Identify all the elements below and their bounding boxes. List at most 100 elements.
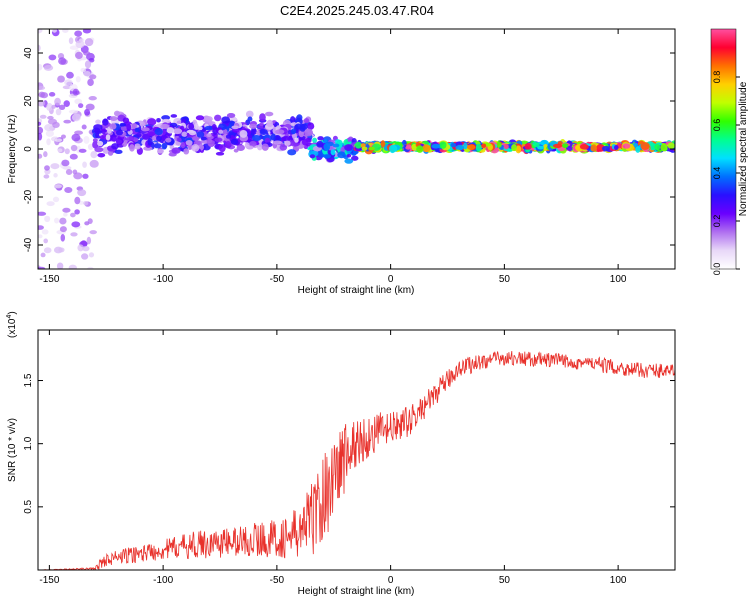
spectrogram-cell (147, 138, 153, 146)
spectrogram-cell (160, 123, 170, 130)
spectrogram-cell (191, 143, 200, 152)
spectrogram-cell (87, 143, 94, 151)
spectrogram-cell (65, 168, 73, 176)
spectrogram-cell (110, 135, 117, 142)
spectrogram-cell (83, 51, 91, 56)
spectrogram-x-label: Height of straight line (km) (298, 285, 415, 296)
spectrogram-cell (54, 138, 63, 142)
spectrogram-cell (63, 119, 72, 124)
spectrogram-cell (161, 143, 168, 150)
snr-multiplier: (x104) (6, 311, 18, 338)
spectrogram-cell (83, 136, 90, 144)
snr-x-tick-label: -50 (270, 575, 285, 586)
spectrogram-cell (272, 140, 283, 145)
spectrogram-cell (561, 143, 569, 149)
spectrogram-cell (55, 108, 62, 116)
spectrogram-cell (256, 143, 263, 151)
spectrogram-cell (115, 129, 124, 136)
spectrogram-cell (52, 121, 60, 128)
spectrogram-cell (107, 150, 114, 156)
spectrogram-cell (134, 127, 141, 133)
snr-y-tick-label: 1.5 (23, 373, 34, 387)
spectrogram-cell (230, 138, 239, 145)
spectrogram-cell (59, 217, 67, 225)
spectrogram-cell (68, 37, 74, 45)
spectrogram-cell (537, 145, 544, 150)
spectrogram-cell (330, 149, 336, 156)
spectrogram-cell (337, 151, 346, 159)
spectrogram-cell (361, 146, 368, 151)
spectrogram-cell (75, 76, 81, 83)
spectrogram-cell (156, 135, 162, 142)
spectrogram-cell (147, 131, 156, 137)
spectrogram-cell (81, 253, 89, 260)
spectrogram-cell (62, 85, 71, 90)
spectrogram-cell (380, 140, 386, 148)
spectrogram-cell (323, 154, 331, 159)
spectrogram-cell (38, 86, 46, 90)
snr-x-tick-label: -150 (39, 575, 59, 586)
snr-y-label: SNR (10 * v/v) (7, 418, 18, 482)
spectrogram-cell (38, 63, 43, 71)
spectrogram-cell (312, 137, 318, 143)
spectrogram-cell (75, 51, 83, 60)
spectrogram-cell (38, 99, 46, 107)
spectrogram-cell (82, 29, 92, 34)
spectrogram-cell (77, 189, 87, 197)
spectrogram-cell (113, 110, 121, 117)
spectrogram-cell (388, 144, 398, 153)
colorbar-tick-label: 0.6 (712, 119, 722, 132)
spectrogram-cell (88, 58, 95, 63)
spectrogram-cell (56, 262, 64, 269)
spectrogram-cell (92, 140, 99, 149)
spectrogram-cell (59, 226, 67, 233)
spectrogram-cell (228, 117, 238, 122)
spectrogram-cell (198, 126, 203, 131)
spectrogram-cell (496, 141, 502, 148)
spectrogram-cell (86, 236, 92, 245)
spectrogram-cell (317, 136, 324, 141)
spectrogram-cell (309, 154, 316, 159)
snr-x-tick-label: 50 (499, 575, 511, 586)
spectrogram-cell (47, 115, 54, 120)
spectrogram-cell (270, 133, 276, 141)
spectrogram-cell (259, 113, 266, 122)
spectrogram-cell (70, 144, 78, 152)
spectrogram-cell (54, 217, 60, 224)
spectrogram-y-tick-label: -20 (23, 189, 34, 204)
spectrogram-cell (74, 98, 83, 105)
spectrogram-cell (667, 142, 675, 149)
spectrogram-cell (90, 150, 98, 159)
spectrogram-cell (281, 135, 291, 142)
colorbar-tick-label: 0.2 (712, 215, 722, 228)
spectrogram-cell (70, 212, 76, 218)
spectrogram-cell (94, 147, 104, 153)
spectrogram-cell (46, 103, 53, 112)
spectrogram-cell (231, 125, 240, 130)
spectrogram-cell (195, 115, 205, 121)
spectrogram-cell (51, 104, 56, 109)
spectrogram-cell (111, 143, 119, 150)
spectrogram-cell (38, 29, 43, 34)
spectrogram-cell (169, 144, 175, 150)
colorbar-ticks: 0.0 0.2 0.4 0.6 0.8 (712, 71, 740, 275)
spectrogram-cell (38, 266, 46, 269)
spectrogram-x-tick-label: -150 (39, 274, 59, 285)
spectrogram-cell (46, 138, 51, 146)
spectrogram-cell (43, 238, 49, 244)
snr-x-tick-label: 0 (388, 575, 394, 586)
spectrogram-cell (109, 116, 118, 121)
spectrogram-cell (62, 29, 69, 33)
spectrogram-cell (58, 247, 65, 253)
spectrogram-cell (136, 133, 142, 138)
spectrogram-cell (206, 138, 213, 144)
spectrogram-cell (78, 103, 84, 109)
spectrogram-cell (140, 127, 150, 132)
spectrogram-cell (41, 229, 49, 235)
spectrogram-cell (62, 207, 71, 213)
spectrogram-cell (284, 140, 291, 146)
spectrogram-cell (63, 212, 68, 217)
spectrogram-cell (68, 264, 77, 269)
spectrogram-cell (660, 143, 668, 152)
spectrogram-cell (39, 114, 47, 119)
